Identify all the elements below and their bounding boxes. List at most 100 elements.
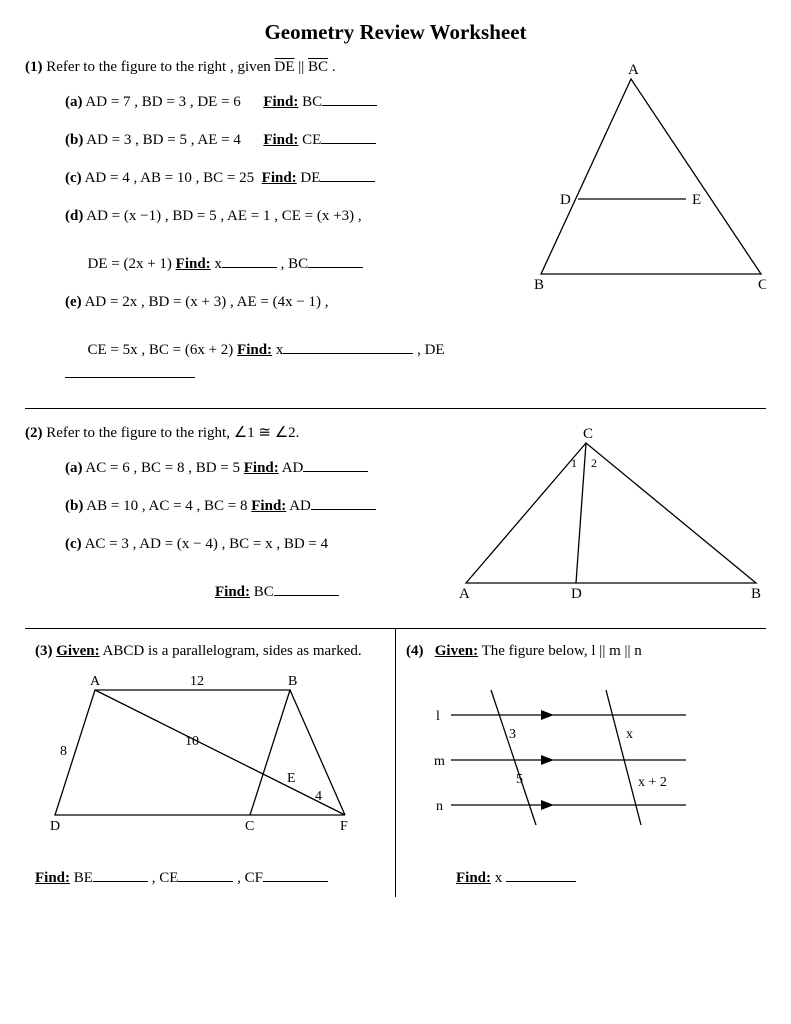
- q1d-text2: DE = (2x + 1): [88, 256, 176, 272]
- q4-find-text: x: [491, 870, 506, 886]
- q1d-text1: AD = (x −1) , BD = 5 , AE = 1 , CE = (x …: [83, 208, 361, 224]
- q1e-var1: x: [272, 342, 283, 358]
- q1d-blank2[interactable]: [308, 252, 363, 268]
- q2-fig-D: D: [571, 586, 582, 602]
- q2c-label: (c): [65, 536, 82, 552]
- q1-par: ||: [295, 59, 309, 75]
- q2-fig-C: C: [583, 426, 593, 442]
- q1a-label: (a): [65, 94, 83, 110]
- q2a-find: Find:: [244, 460, 279, 476]
- bottom-row: (3) Given: ABCD is a parallelogram, side…: [25, 628, 766, 897]
- q1-fig-A: A: [628, 62, 639, 78]
- q2-num: (2): [25, 425, 43, 441]
- q3-blank-ce[interactable]: [178, 866, 233, 882]
- question-4: (4) Given: The figure below, l || m || n…: [396, 629, 766, 897]
- q4-figure: l m n 3 5 x x + 2: [406, 660, 726, 850]
- q1d: (d) AD = (x −1) , BD = 5 , AE = 1 , CE =…: [65, 204, 516, 276]
- q1-seg-bc: BC: [308, 59, 328, 75]
- q2c-find: Find:: [215, 584, 250, 600]
- q2b-label: (b): [65, 498, 83, 514]
- q1a: (a) AD = 7 , BD = 3 , DE = 6 Find: BC: [65, 90, 516, 114]
- q2-fig-B: B: [751, 586, 761, 602]
- q2b-find: Find:: [251, 498, 286, 514]
- q1-num: (1): [25, 59, 43, 75]
- q1-seg-de: DE: [275, 59, 295, 75]
- q2a-var: AD: [279, 460, 304, 476]
- q2-intro-text: Refer to the figure to the right, ∠1 ≅ ∠…: [43, 425, 300, 441]
- q3-fig-C: C: [245, 819, 254, 834]
- q2-intro: (2) Refer to the figure to the right, ∠1…: [25, 423, 446, 442]
- q4-fig-x: x: [626, 727, 633, 742]
- q4-intro: (4) Given: The figure below, l || m || n: [406, 643, 756, 660]
- question-3: (3) Given: ABCD is a parallelogram, side…: [25, 629, 396, 897]
- question-2: (2) Refer to the figure to the right, ∠1…: [25, 423, 766, 618]
- q1-intro: (1) Refer to the figure to the right , g…: [25, 59, 516, 76]
- q1e-sep: , DE: [413, 342, 444, 358]
- q3-fig-D: D: [50, 819, 60, 834]
- q1-fig-D: D: [560, 192, 571, 208]
- q2-fig-2: 2: [591, 456, 597, 470]
- q4-blank[interactable]: [506, 866, 576, 882]
- q3-fig-8: 8: [60, 744, 67, 759]
- q3-fig-E: E: [287, 771, 296, 786]
- q4-fig-x2: x + 2: [638, 775, 667, 790]
- q1-end: .: [328, 59, 336, 75]
- q4-fig-m: m: [434, 754, 445, 769]
- q3-blank-be[interactable]: [93, 866, 148, 882]
- q1c-blank[interactable]: [320, 166, 375, 182]
- q4-given-text: The figure below, l || m || n: [478, 643, 642, 659]
- q1c: (c) AD = 4 , AB = 10 , BC = 25 Find: DE: [65, 166, 516, 190]
- q1a-blank[interactable]: [322, 90, 377, 106]
- q2c: (c) AC = 3 , AD = (x − 4) , BC = x , BD …: [65, 532, 446, 604]
- q4-find-label: Find:: [456, 870, 491, 886]
- q1e-text1: AD = 2x , BD = (x + 3) , AE = (4x − 1) ,: [82, 294, 329, 310]
- q1e-blank1[interactable]: [283, 338, 413, 354]
- question-1: (1) Refer to the figure to the right , g…: [25, 59, 766, 400]
- page-title: Geometry Review Worksheet: [25, 20, 766, 45]
- q3-fig-F: F: [340, 819, 348, 834]
- q1-fig-E: E: [692, 192, 701, 208]
- q2c-var: BC: [250, 584, 274, 600]
- q3-fig-12: 12: [190, 674, 204, 689]
- q2c-blank[interactable]: [274, 580, 339, 596]
- q3-sep2: , CF: [233, 870, 263, 886]
- q1-fig-C: C: [758, 277, 766, 293]
- q3-num: (3): [35, 643, 53, 659]
- q3-find: Find: BE , CE , CF: [35, 866, 385, 887]
- q3-find-label: Find:: [35, 870, 70, 886]
- q1d-blank1[interactable]: [222, 252, 277, 268]
- divider-1: [25, 408, 766, 409]
- q3-fig-4: 4: [315, 789, 322, 804]
- q2a: (a) AC = 6 , BC = 8 , BD = 5 Find: AD: [65, 456, 446, 480]
- q1a-find: Find:: [263, 94, 298, 110]
- q3-given-label: Given:: [56, 643, 99, 659]
- q4-given-label: Given:: [435, 643, 478, 659]
- q1b-blank[interactable]: [321, 128, 376, 144]
- q1b-find: Find:: [263, 132, 298, 148]
- q1d-find: Find:: [176, 256, 211, 272]
- q1b-text: AD = 3 , BD = 5 , AE = 4: [83, 132, 240, 148]
- q3-given-text: ABCD is a parallelogram, sides as marked…: [100, 643, 362, 659]
- q3-intro: (3) Given: ABCD is a parallelogram, side…: [35, 643, 385, 660]
- q4-fig-n: n: [436, 799, 443, 814]
- q1e-blank2[interactable]: [65, 362, 195, 378]
- q1-fig-B: B: [534, 277, 544, 293]
- q3-sep1: , CE: [148, 870, 178, 886]
- q2-fig-A: A: [459, 586, 470, 602]
- q4-fig-5: 5: [516, 772, 523, 787]
- q1e-label: (e): [65, 294, 82, 310]
- q4-num: (4): [406, 643, 424, 659]
- q2b-blank[interactable]: [311, 494, 376, 510]
- q1-intro-text: Refer to the figure to the right , given: [43, 59, 275, 75]
- q1e: (e) AD = 2x , BD = (x + 3) , AE = (4x − …: [65, 290, 516, 386]
- q1a-var: BC: [298, 94, 322, 110]
- q2a-blank[interactable]: [303, 456, 368, 472]
- q4-fig-3: 3: [509, 727, 516, 742]
- q3-blank-cf[interactable]: [263, 866, 328, 882]
- q2b-var: AD: [286, 498, 311, 514]
- q1b-var: CE: [298, 132, 321, 148]
- q1c-label: (c): [65, 170, 82, 186]
- q1e-text2: CE = 5x , BC = (6x + 2): [88, 342, 238, 358]
- q1e-find: Find:: [237, 342, 272, 358]
- q2a-label: (a): [65, 460, 83, 476]
